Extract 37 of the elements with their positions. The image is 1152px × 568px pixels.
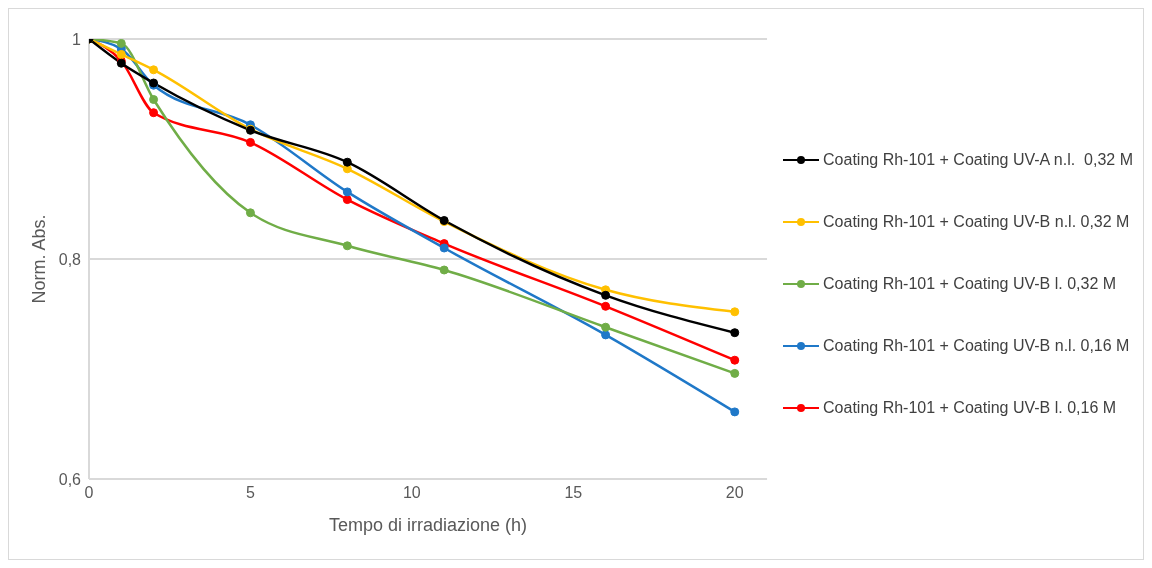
point bbox=[245, 137, 255, 147]
point bbox=[730, 328, 740, 338]
point bbox=[116, 39, 126, 48]
point bbox=[116, 49, 126, 59]
point bbox=[342, 187, 352, 197]
point bbox=[439, 265, 449, 275]
point bbox=[245, 208, 255, 218]
point bbox=[601, 330, 611, 340]
point bbox=[730, 407, 740, 417]
point bbox=[730, 355, 740, 365]
point bbox=[730, 368, 740, 378]
point bbox=[342, 195, 352, 205]
legend-label: Coating Rh-101 + Coating UV-B l. 0,32 M bbox=[823, 275, 1117, 293]
point bbox=[601, 322, 611, 332]
x-tick-label: 5 bbox=[245, 484, 255, 502]
point bbox=[342, 241, 352, 251]
x-tick-label: 15 bbox=[564, 484, 583, 502]
y-tick-label: 0,8 bbox=[58, 250, 82, 268]
x-tick-label: 20 bbox=[725, 484, 744, 502]
x-tick-label: 10 bbox=[402, 484, 421, 502]
y-tick-label: 1 bbox=[72, 30, 82, 48]
legend-label: Coating Rh-101 + Coating UV-B n.l. 0,16 M bbox=[823, 337, 1130, 355]
point bbox=[149, 65, 159, 75]
point bbox=[439, 243, 449, 253]
point bbox=[149, 95, 159, 104]
x-tick-label: 0 bbox=[84, 484, 94, 502]
point bbox=[149, 108, 159, 118]
legend-label: Coating Rh-101 + Coating UV-A n.l. 0,32 M bbox=[823, 151, 1133, 169]
x-axis-title: Tempo di irradiazione (h) bbox=[328, 515, 528, 535]
point bbox=[342, 157, 352, 167]
y-axis-title: Norm. Abs. bbox=[29, 214, 50, 304]
legend-label: Coating Rh-101 + Coating UV-B n.l. 0,32 M bbox=[823, 213, 1130, 231]
legend-label: Coating Rh-101 + Coating UV-B l. 0,16 M bbox=[823, 399, 1117, 417]
point bbox=[601, 290, 611, 300]
point bbox=[601, 301, 611, 311]
point bbox=[730, 307, 740, 317]
y-tick-label: 0,6 bbox=[58, 470, 82, 488]
